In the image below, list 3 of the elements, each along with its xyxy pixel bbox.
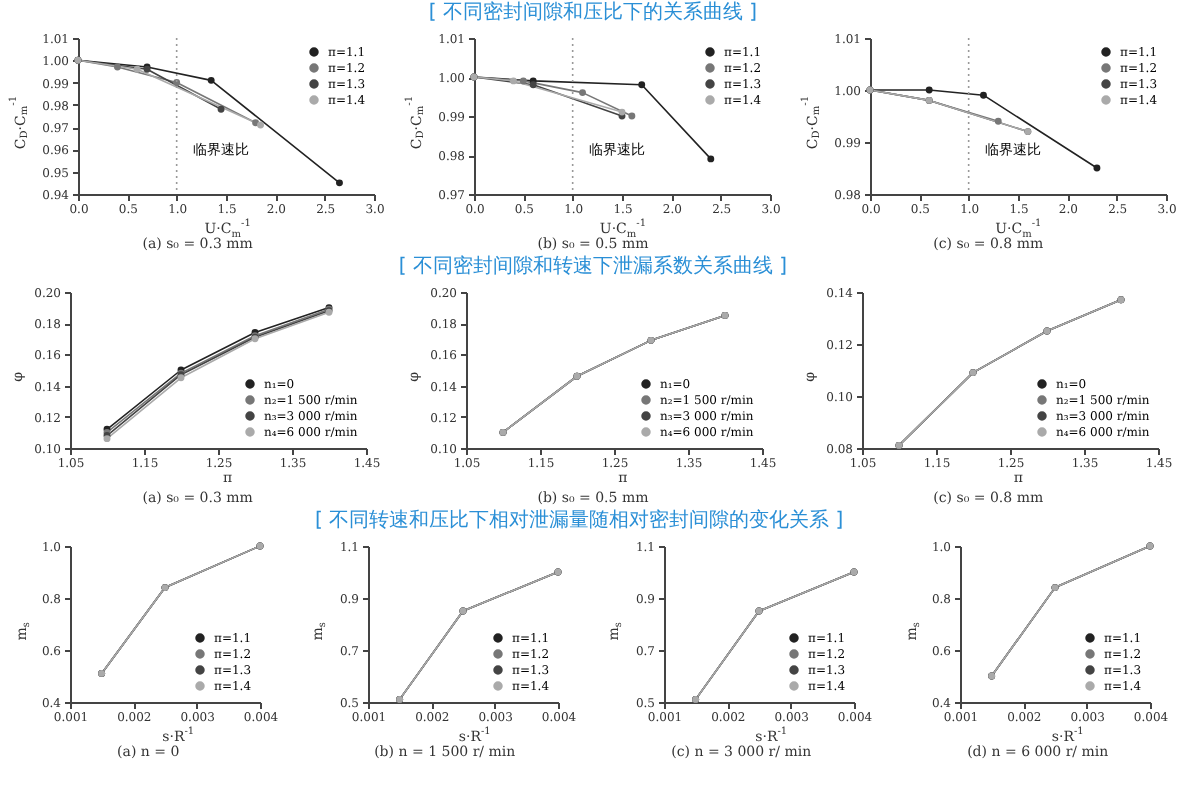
chart-title: [ 不同密封间隙和压比下的关系曲线 ] — [428, 0, 758, 28]
chart-title: [ 不同转速和压比下相对泄漏量随相对密封间隙的变化关系 ] — [314, 508, 844, 536]
chart-title: [ 不同密封间隙和转速下泄漏系数关系曲线 ] — [398, 254, 788, 282]
